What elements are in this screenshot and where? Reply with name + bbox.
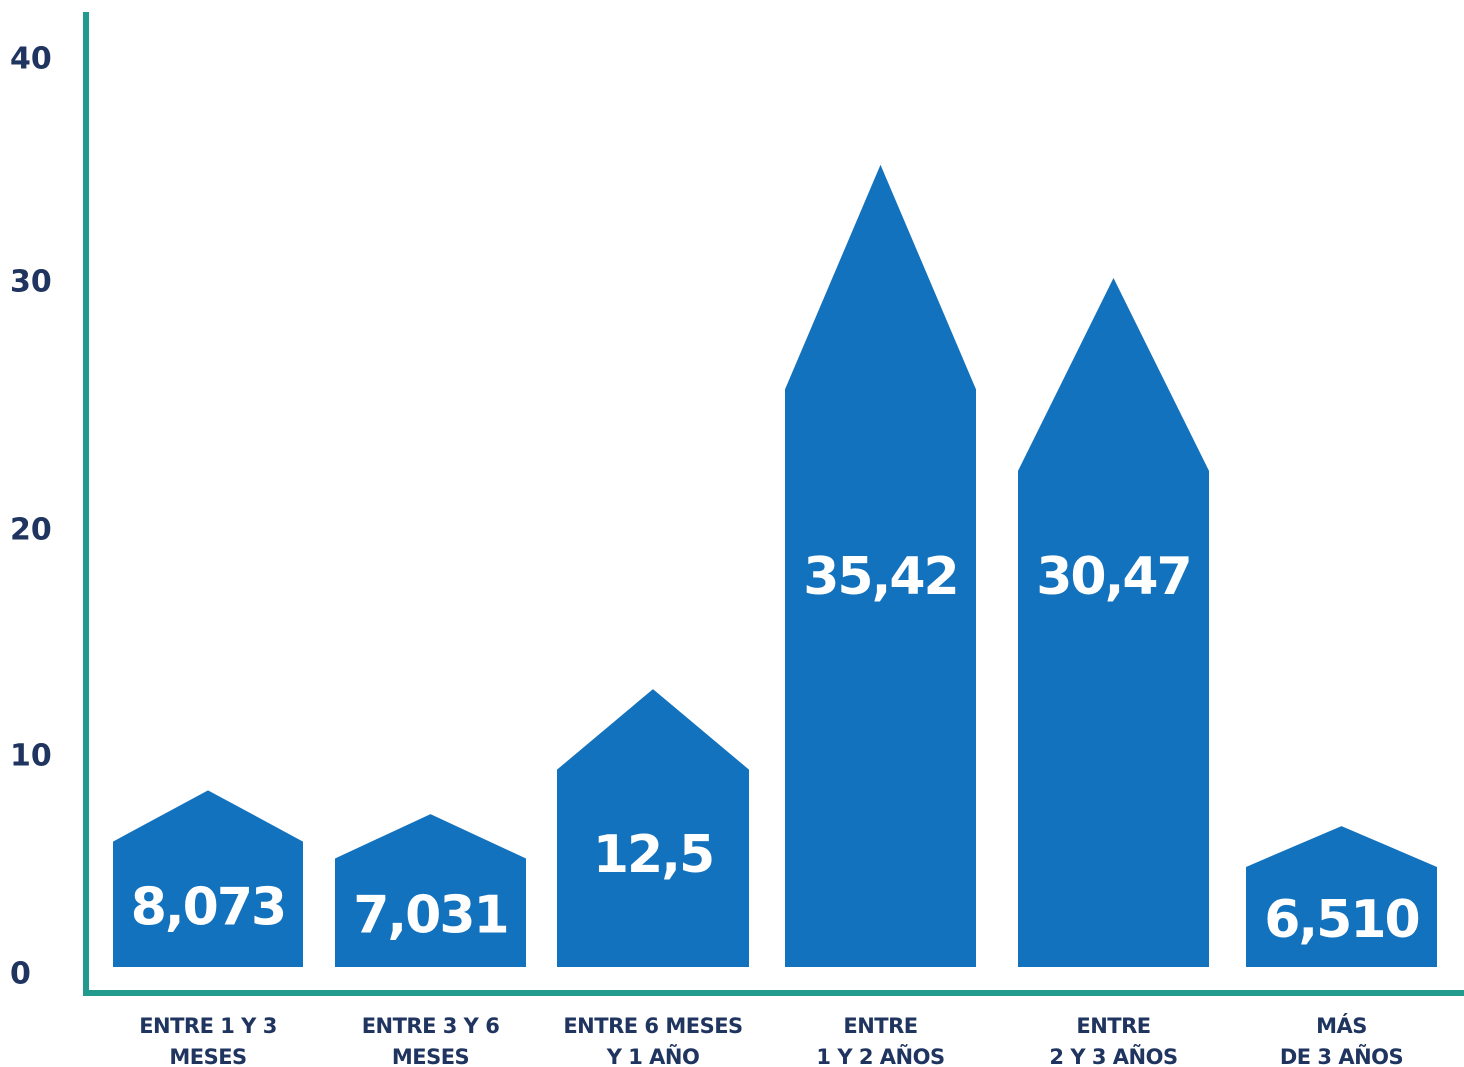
bar-3 [557,689,749,967]
x-category-label-line: ENTRE [1076,1014,1150,1038]
x-category-label-line: MÁS [1316,1013,1367,1038]
x-category-label-line: MESES [392,1045,469,1067]
x-category-label-line: ENTRE 6 MESES [563,1014,742,1038]
y-tick-label-0: 0 [10,957,31,992]
bar-value-label-2: 7,031 [353,886,507,946]
bar-4 [785,164,976,967]
x-category-label-1: ENTRE 1 Y 3 MESES [139,1014,277,1067]
x-category-label-2: ENTRE 3 Y 6 MESES [362,1014,500,1067]
y-tick-label-40: 40 [10,42,52,77]
x-category-label-line: Y 1 AÑO [606,1044,700,1067]
x-category-label-line: MESES [169,1045,246,1067]
x-category-label-line: ENTRE 3 Y 6 [362,1014,500,1038]
bar-6 [1246,826,1437,967]
bar-value-label-5: 30,47 [1036,547,1190,607]
bar-value-label-4: 35,42 [803,547,957,607]
y-tick-label-20: 20 [10,513,52,548]
y-tick-label-30: 30 [10,265,52,300]
x-category-label-6: MÁS DE 3 AÑOS [1280,1013,1403,1067]
x-category-label-5: ENTRE 2 Y 3 AÑOS [1049,1014,1177,1067]
bar-value-label-6: 6,510 [1264,890,1418,950]
axes-group [83,12,1464,996]
x-category-label-line: ENTRE [843,1014,917,1038]
x-category-label-line: DE 3 AÑOS [1280,1044,1403,1067]
x-category-label-line: 1 Y 2 AÑOS [816,1044,944,1067]
y-axis-ticks: 0 10 20 30 40 [10,42,52,992]
x-category-label-4: ENTRE 1 Y 2 AÑOS [816,1014,944,1067]
x-category-label-3: ENTRE 6 MESES Y 1 AÑO [563,1014,742,1067]
x-axis-labels-group: ENTRE 1 Y 3 MESES ENTRE 3 Y 6 MESES ENTRE 6 … [139,1013,1403,1067]
bar-1 [113,790,303,967]
bar-5 [1018,277,1209,967]
y-tick-label-10: 10 [10,739,52,774]
bar-2 [335,814,526,967]
x-category-label-line: ENTRE 1 Y 3 [139,1014,277,1038]
bars-group [113,164,1437,967]
bar-value-label-3: 12,5 [593,825,713,885]
x-category-label-line: 2 Y 3 AÑOS [1049,1044,1177,1067]
bar-value-label-1: 8,073 [131,877,285,937]
value-labels-group: 8,073 7,031 12,5 35,42 30,47 6,510 [131,547,1421,950]
